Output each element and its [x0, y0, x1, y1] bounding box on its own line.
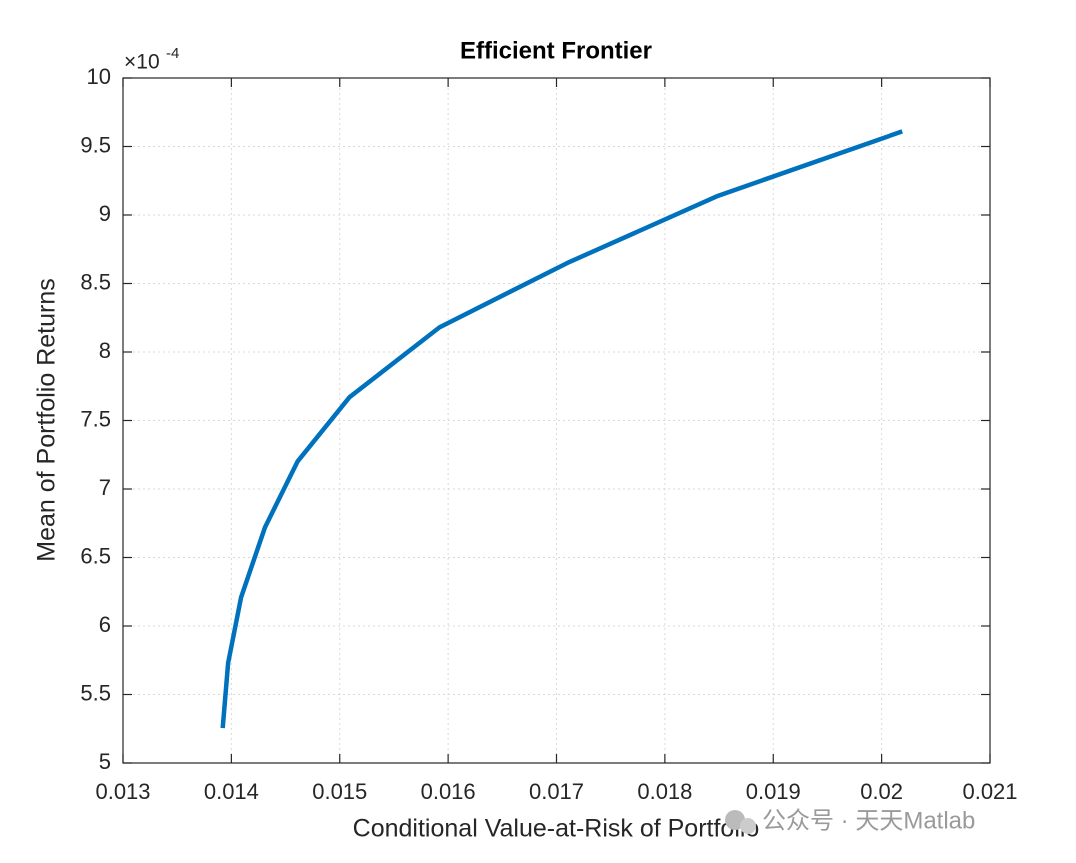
y-tick-label: 9: [99, 201, 111, 226]
x-tick-label: 0.019: [746, 779, 801, 804]
x-tick-label: 0.02: [860, 779, 903, 804]
y-tick-label: 7: [99, 475, 111, 500]
x-tick-label: 0.015: [312, 779, 367, 804]
y-tick-label: 6.5: [80, 543, 111, 568]
y-tick-label: 7.5: [80, 406, 111, 431]
plot-frame: [122, 77, 991, 764]
y-tick-label: 9.5: [80, 132, 111, 157]
y-exponent-base: ×10: [124, 51, 160, 74]
y-tick-label: 5: [99, 749, 111, 774]
x-tick-label: 0.021: [962, 779, 1017, 804]
x-tick-label: 0.018: [637, 779, 692, 804]
y-tick-label: 8: [99, 338, 111, 363]
y-tick-label: 6: [99, 612, 111, 637]
watermark-icon: [725, 810, 756, 834]
x-tick-label: 0.016: [421, 779, 476, 804]
y-axis-label: Mean of Portfolio Returns: [33, 278, 61, 561]
x-axis-label: Conditional Value-at-Risk of Portfolio: [353, 815, 760, 843]
x-tick-label: 0.017: [529, 779, 584, 804]
frontier-line: [220, 129, 903, 729]
x-tick-label: 0.014: [204, 779, 259, 804]
y-tick-label: 8.5: [80, 269, 111, 294]
y-tick-label: 10: [87, 64, 111, 89]
x-tick-label: 0.013: [95, 779, 150, 804]
y-exponent-power: -4: [166, 45, 179, 62]
y-tick-label: 5.5: [80, 680, 111, 705]
chart-title: Efficient Frontier: [460, 37, 652, 64]
watermark: 公众号 · 天天Matlab: [762, 807, 975, 834]
